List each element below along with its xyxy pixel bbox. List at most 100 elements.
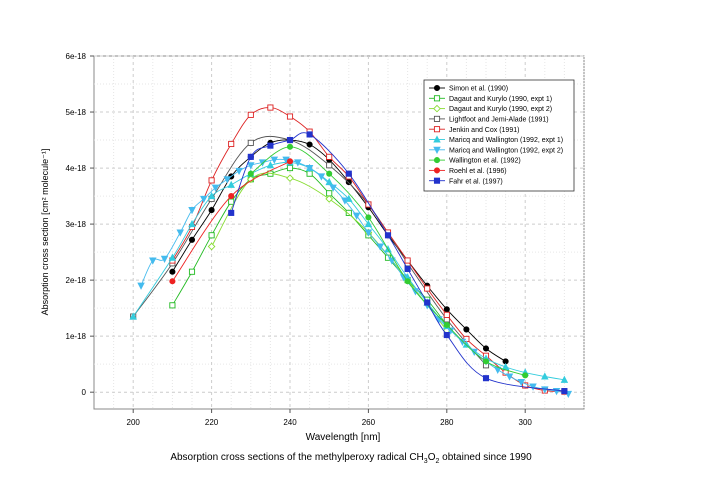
data-point: [345, 209, 352, 216]
caption-sub-2: 2: [435, 458, 440, 465]
legend-marker: [433, 95, 441, 102]
data-point: [247, 111, 254, 118]
data-point: [129, 312, 137, 320]
data-point: [404, 278, 411, 285]
data-point: [305, 165, 314, 173]
data-point: [228, 209, 235, 216]
data-point: [326, 153, 333, 160]
legend: Simon et al. (1990) Dagaut and Kurylo (19…: [423, 79, 575, 192]
x-tick-label: 220: [205, 418, 219, 427]
data-point: [247, 162, 255, 170]
data-point: [541, 372, 549, 380]
chart: 200 220 240 260 280 300 0 1e-18 2e-18 3e-18 4e-18…: [40, 52, 585, 443]
data-point: [364, 219, 373, 228]
y-axis: 0 1e-18 2e-18 3e-18 4e-18 5e-18 6e-18: [66, 52, 94, 397]
data-point: [384, 232, 392, 239]
x-tick-label: 300: [519, 418, 533, 427]
data-point: [223, 176, 232, 184]
data-point: [267, 104, 274, 111]
legend-label: Wallington et al. (1992): [449, 158, 521, 165]
data-point: [286, 158, 294, 165]
data-point: [286, 165, 294, 172]
legend-marker: [433, 126, 441, 133]
data-point: [247, 139, 254, 146]
data-point: [345, 170, 352, 177]
data-point: [306, 131, 313, 138]
data-point: [137, 282, 145, 290]
data-point: [227, 180, 235, 188]
data-point: [443, 306, 450, 313]
x-tick-label: 240: [283, 418, 297, 427]
data-point: [228, 140, 235, 148]
data-point: [522, 382, 529, 389]
y-tick-label: 6e-18: [66, 52, 87, 61]
legend-marker: [433, 167, 441, 174]
data-point: [294, 159, 302, 167]
data-point: [188, 219, 196, 228]
data-point: [517, 379, 526, 387]
series-10: [228, 131, 568, 395]
data-point: [247, 170, 254, 177]
caption-text-2: O: [427, 452, 436, 463]
data-point: [207, 242, 216, 251]
y-tick-label: 4e-18: [66, 164, 87, 173]
data-point: [329, 184, 337, 192]
x-tick-label: 200: [127, 418, 141, 427]
data-point: [286, 174, 294, 182]
data-point: [365, 214, 372, 221]
series-9: [169, 158, 294, 285]
data-point: [286, 136, 294, 144]
data-point: [482, 345, 490, 352]
x-axis-label: Wavelength [nm]: [306, 432, 381, 443]
chart-caption: Absorption cross sections of the methylp…: [0, 452, 702, 465]
data-point: [482, 358, 490, 365]
data-point: [317, 173, 326, 181]
legend-item: Maricq and Wallington (1992, expt 2): [429, 146, 563, 154]
data-point: [443, 311, 450, 318]
legend-item: Simon et al. (1990): [429, 84, 508, 93]
data-point: [160, 255, 169, 264]
x-tick-label: 260: [362, 418, 376, 427]
legend-label: Maricq and Wallington (1992, expt 1): [449, 137, 563, 144]
legend-marker: [433, 146, 441, 154]
data-point: [306, 141, 313, 148]
data-point: [443, 321, 450, 329]
x-axis: 200 220 240 260 280 300: [127, 409, 533, 427]
legend-marker: [433, 157, 441, 164]
y-tick-label: 3e-18: [66, 220, 87, 229]
legend-marker: [433, 115, 441, 122]
data-point: [364, 229, 373, 237]
data-point: [169, 302, 176, 309]
legend-box: [423, 79, 575, 192]
data-point: [228, 198, 235, 205]
legend-label: Jenkin and Cox (1991): [449, 127, 519, 134]
series-group: [129, 104, 573, 399]
series-8: [247, 143, 529, 379]
data-point: [341, 197, 349, 205]
data-point: [560, 375, 569, 383]
legend-label: Simon et al. (1990): [449, 86, 508, 93]
data-point: [247, 153, 254, 160]
data-point: [561, 388, 568, 395]
x-tick-label: 280: [440, 418, 454, 427]
data-point: [352, 212, 361, 220]
data-point: [286, 113, 294, 120]
data-point: [270, 156, 279, 164]
y-tick-label: 1e-18: [66, 332, 87, 341]
legend-item: Roehl et al. (1996): [429, 167, 507, 175]
series-line: [250, 146, 526, 376]
data-point: [424, 299, 431, 306]
data-point: [188, 236, 196, 243]
y-tick-label: 5e-18: [66, 108, 87, 117]
data-point: [505, 373, 514, 381]
data-point: [211, 184, 220, 192]
data-point: [235, 167, 243, 176]
data-point: [325, 195, 334, 203]
data-point: [200, 195, 208, 204]
data-point: [541, 386, 549, 394]
data-point: [522, 372, 529, 379]
legend-label: Roehl et al. (1996): [449, 168, 507, 175]
data-point: [266, 161, 275, 169]
legend-label: Maricq and Wallington (1992, expt 2): [449, 147, 563, 154]
data-point: [267, 142, 274, 149]
